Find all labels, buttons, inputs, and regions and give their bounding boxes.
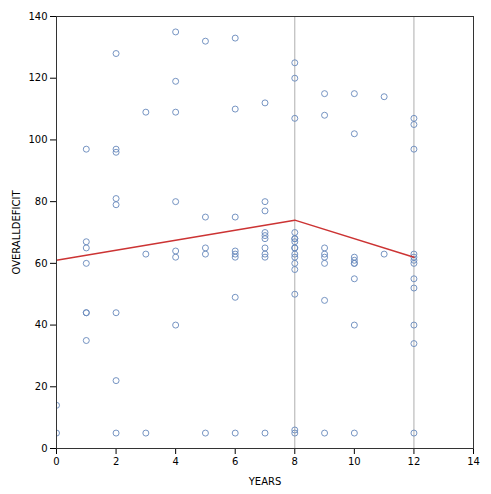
svg-text:80: 80	[35, 196, 48, 207]
svg-text:10: 10	[348, 456, 361, 467]
svg-text:12: 12	[408, 456, 421, 467]
svg-text:8: 8	[292, 456, 298, 467]
svg-text:100: 100	[28, 134, 47, 145]
svg-text:140: 140	[28, 11, 47, 22]
svg-text:OVERALLDEFICIT: OVERALLDEFICIT	[11, 190, 22, 275]
svg-text:6: 6	[232, 456, 238, 467]
svg-text:YEARS: YEARS	[248, 476, 282, 487]
svg-text:20: 20	[35, 381, 48, 392]
svg-text:0: 0	[41, 443, 47, 454]
svg-text:120: 120	[28, 72, 47, 83]
svg-text:40: 40	[35, 319, 48, 330]
svg-text:2: 2	[113, 456, 119, 467]
svg-text:60: 60	[35, 258, 48, 269]
svg-text:0: 0	[53, 456, 59, 467]
svg-text:4: 4	[172, 456, 178, 467]
svg-text:14: 14	[467, 456, 480, 467]
